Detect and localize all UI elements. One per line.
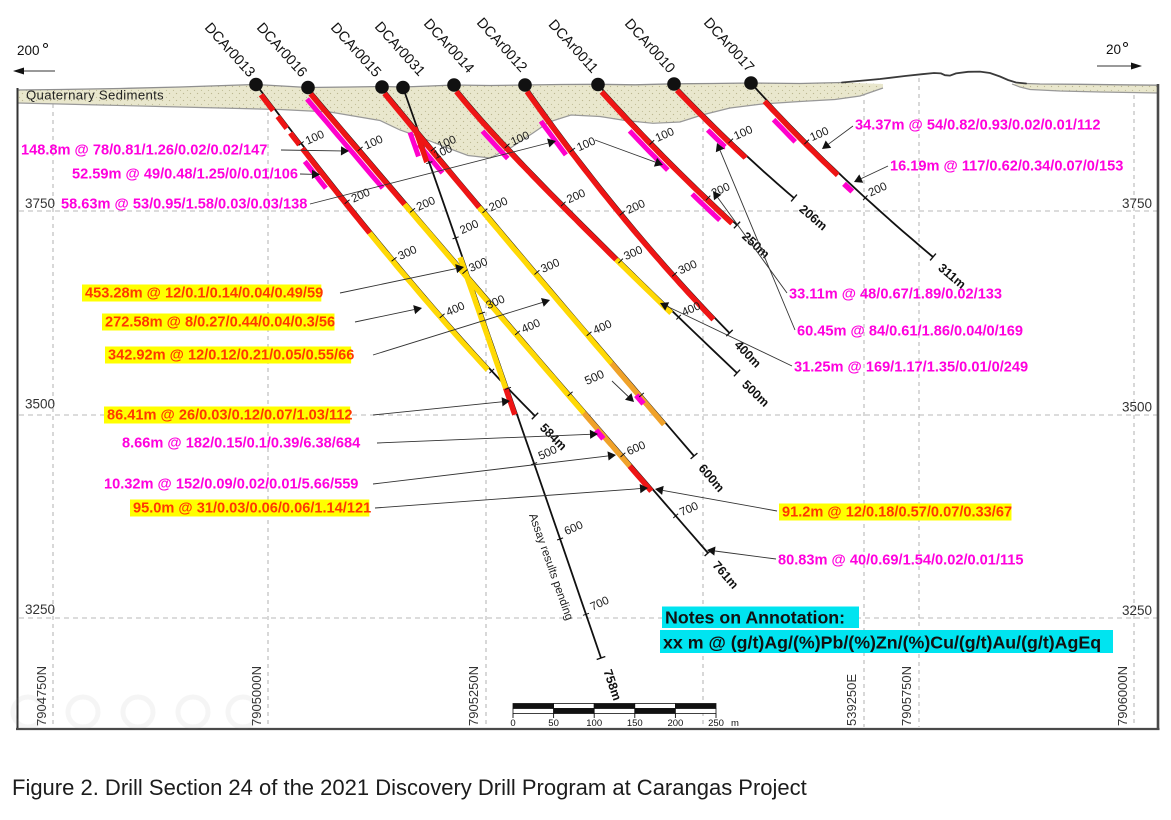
svg-text:31.25m @ 169/1.17/1.35/0.01/0/: 31.25m @ 169/1.17/1.35/0.01/0/249: [794, 360, 1028, 376]
svg-text:80.83m @ 40/0.69/1.54/0.02/0.0: 80.83m @ 40/0.69/1.54/0.02/0.01/115: [778, 553, 1024, 569]
svg-text:300: 300: [677, 258, 699, 277]
svg-text:761m: 761m: [710, 558, 742, 591]
svg-text:86.41m @ 26/0.03/0.12/0.07/1.0: 86.41m @ 26/0.03/0.12/0.07/1.03/112: [107, 408, 353, 424]
svg-text:148.8m @ 78/0.81/1.26/0.02/0.0: 148.8m @ 78/0.81/1.26/0.02/0.02/147: [21, 143, 267, 159]
svg-text:0: 0: [510, 718, 515, 729]
svg-text:3250: 3250: [1122, 603, 1152, 618]
svg-text:100: 100: [586, 718, 602, 729]
svg-text:400: 400: [444, 300, 466, 319]
svg-text:Notes on Annotation:: Notes on Annotation:: [665, 608, 845, 628]
svg-text:DCAr0010: DCAr0010: [621, 16, 678, 77]
svg-text:33.11m @ 48/0.67/1.89/0.02/133: 33.11m @ 48/0.67/1.89/0.02/133: [789, 287, 1002, 303]
svg-text:100: 100: [575, 135, 597, 154]
svg-text:300: 300: [622, 244, 644, 263]
svg-text:100: 100: [654, 126, 676, 145]
svg-text:3750: 3750: [25, 196, 55, 211]
svg-text:7905250N: 7905250N: [466, 666, 481, 726]
svg-text:500m: 500m: [739, 378, 772, 410]
svg-text:91.2m @ 12/0.18/0.57/0.07/0.33: 91.2m @ 12/0.18/0.57/0.07/0.33/67: [782, 505, 1012, 521]
svg-text:150: 150: [627, 718, 643, 729]
svg-text:300: 300: [539, 257, 561, 276]
svg-text:272.58m @ 8/0.27/0.44/0.04/0.3: 272.58m @ 8/0.27/0.44/0.04/0.3/56: [105, 315, 335, 331]
svg-text:DCAr0014: DCAr0014: [420, 16, 477, 77]
svg-text:10.32m @ 152/0.09/0.02/0.01/5.: 10.32m @ 152/0.09/0.02/0.01/5.66/559: [104, 477, 358, 493]
svg-text:200: 200: [350, 187, 372, 206]
svg-text:DCAr0012: DCAr0012: [473, 15, 530, 76]
svg-text:16.19m @ 117/0.62/0.34/0.07/0/: 16.19m @ 117/0.62/0.34/0.07/0/153: [890, 159, 1123, 175]
svg-text:200: 200: [565, 187, 587, 206]
svg-text:8.66m @ 182/0.15/0.1/0.39/6.38: 8.66m @ 182/0.15/0.1/0.39/6.38/684: [122, 436, 361, 452]
svg-text:52.59m @ 49/0.48/1.25/0/0.01/1: 52.59m @ 49/0.48/1.25/0/0.01/106: [72, 167, 298, 183]
svg-text:453.28m @ 12/0.1/0.14/0.04/0.4: 453.28m @ 12/0.1/0.14/0.04/0.49/59: [85, 286, 323, 302]
svg-text:58.63m @ 53/0.95/1.58/0.03/0.0: 58.63m @ 53/0.95/1.58/0.03/0.03/138: [61, 197, 307, 213]
svg-text:500: 500: [582, 367, 606, 388]
svg-text:400m: 400m: [731, 338, 763, 371]
svg-text:60.45m @ 84/0.61/1.86/0.04/0/1: 60.45m @ 84/0.61/1.86/0.04/0/169: [797, 324, 1023, 340]
svg-text:95.0m @ 31/0.03/0.06/0.06/1.14: 95.0m @ 31/0.03/0.06/0.06/1.14/121: [133, 501, 371, 517]
svg-text:700: 700: [678, 500, 700, 519]
svg-text:400: 400: [591, 318, 613, 337]
svg-text:7905000N: 7905000N: [249, 666, 264, 726]
svg-text:200: 200: [458, 218, 480, 237]
svg-text:DCAr0013: DCAr0013: [201, 20, 258, 81]
svg-text:400: 400: [520, 317, 542, 336]
svg-text:200: 200: [625, 198, 647, 217]
svg-text:206m: 206m: [796, 202, 829, 233]
svg-text:200: 200: [867, 181, 889, 200]
svg-text:3750: 3750: [1122, 196, 1152, 211]
svg-text:20: 20: [1106, 42, 1121, 57]
svg-text:DCAr0017: DCAr0017: [700, 15, 757, 76]
svg-text:700: 700: [589, 595, 611, 614]
svg-text:3500: 3500: [25, 397, 55, 412]
svg-text:539250E: 539250E: [844, 674, 859, 726]
svg-text:xx m @ (g/t)Ag/(%)Pb/(%)Zn/(%): xx m @ (g/t)Ag/(%)Pb/(%)Zn/(%)Cu/(g/t)Au…: [663, 633, 1101, 653]
svg-text:300: 300: [396, 244, 418, 263]
svg-text:600m: 600m: [696, 462, 727, 495]
svg-text:758m: 758m: [601, 668, 625, 703]
svg-text:200: 200: [710, 181, 732, 200]
svg-text:342.92m @ 12/0.12/0.21/0.05/0.: 342.92m @ 12/0.12/0.21/0.05/0.55/66: [108, 348, 354, 364]
svg-text:34.37m @ 54/0.82/0.93/0.02/0.0: 34.37m @ 54/0.82/0.93/0.02/0.01/112: [855, 118, 1101, 134]
svg-text:Quaternary Sediments: Quaternary Sediments: [26, 88, 164, 103]
svg-text:100: 100: [808, 125, 830, 144]
svg-text:250: 250: [708, 718, 724, 729]
svg-text:3250: 3250: [25, 602, 55, 617]
svg-text:7905750N: 7905750N: [899, 666, 914, 726]
svg-text:DCAr0011: DCAr0011: [545, 17, 601, 77]
svg-text:7904750N: 7904750N: [34, 666, 49, 726]
svg-text:DCAr0016: DCAr0016: [253, 20, 310, 81]
svg-text:100: 100: [363, 134, 385, 153]
svg-text:600: 600: [625, 439, 647, 458]
svg-text:200: 200: [17, 43, 40, 58]
svg-text:m: m: [731, 718, 739, 729]
svg-text:7906000N: 7906000N: [1115, 666, 1130, 726]
svg-text:100: 100: [732, 124, 754, 143]
svg-text:600: 600: [563, 519, 585, 538]
svg-text:50: 50: [548, 718, 559, 729]
svg-text:100: 100: [304, 129, 326, 148]
svg-text:3500: 3500: [1122, 400, 1152, 415]
svg-text:200: 200: [667, 718, 683, 729]
